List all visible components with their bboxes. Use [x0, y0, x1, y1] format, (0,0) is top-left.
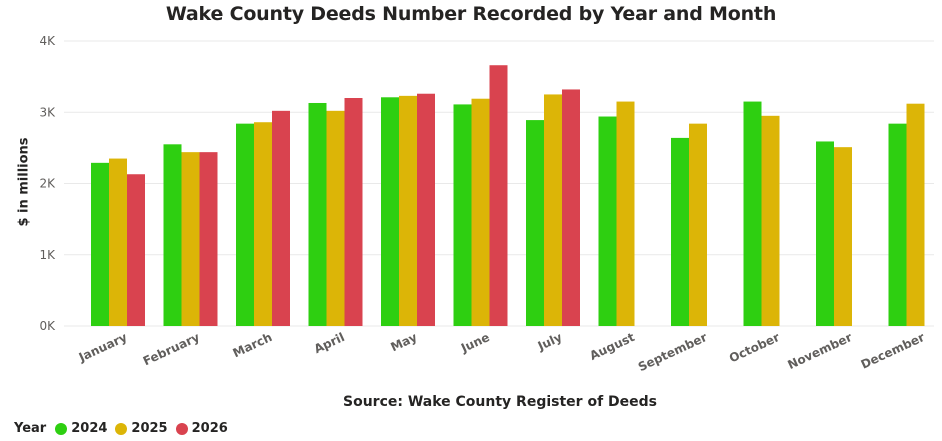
x-tick-label-june: June: [458, 330, 492, 356]
bar-2026-february[interactable]: [199, 152, 218, 326]
bar-2025-september[interactable]: [689, 123, 707, 327]
legend-label-2025: 2025: [131, 421, 168, 436]
bar-2026-january[interactable]: [127, 174, 145, 326]
bar-2026-march[interactable]: [272, 110, 290, 326]
y-tick-label-2: 2K: [39, 177, 56, 191]
bar-2024-july[interactable]: [526, 120, 544, 327]
x-tick-label-april: April: [312, 330, 347, 356]
y-tick-label-4: 4K: [39, 34, 56, 48]
x-tick-label-september: September: [636, 330, 709, 374]
x-tick-label-january: January: [76, 330, 130, 365]
legend-item-2025[interactable]: 2025: [115, 421, 168, 436]
bar-2024-october[interactable]: [743, 101, 762, 326]
bar-2025-june[interactable]: [471, 98, 490, 327]
bar-2026-june[interactable]: [489, 65, 508, 326]
y-axis-label: $ in millions: [16, 137, 32, 227]
bar-2024-may[interactable]: [381, 97, 399, 326]
legend-item-2026[interactable]: 2026: [175, 421, 228, 436]
bar-2024-august[interactable]: [598, 116, 617, 327]
bar-2024-september[interactable]: [671, 137, 689, 326]
bar-2026-april[interactable]: [344, 98, 363, 326]
bar-2024-january[interactable]: [91, 162, 109, 326]
bar-2025-january[interactable]: [109, 158, 127, 326]
bar-2024-june[interactable]: [453, 104, 472, 326]
legend-item-2024[interactable]: 2024: [55, 421, 107, 436]
y-tick-label-3: 3K: [39, 105, 56, 119]
bar-2025-december[interactable]: [906, 103, 925, 326]
x-tick-label-december: December: [859, 330, 927, 372]
bar-2025-may[interactable]: [399, 95, 417, 326]
bar-2024-february[interactable]: [163, 144, 182, 326]
bar-2025-october[interactable]: [761, 115, 780, 326]
bar-2025-july[interactable]: [544, 94, 562, 326]
legend-label-2026: 2026: [191, 421, 228, 436]
bar-2024-november[interactable]: [816, 141, 834, 326]
y-tick-label-0: 0K: [39, 319, 56, 333]
legend-swatch-2024: [55, 422, 68, 435]
x-tick-label-february: February: [141, 330, 202, 368]
bar-2024-march[interactable]: [236, 123, 254, 327]
x-tick-label-october: October: [727, 330, 782, 366]
y-axis-label-container: $ in millions: [8, 137, 40, 226]
x-tick-label-july: July: [535, 330, 565, 354]
bar-2024-december[interactable]: [888, 123, 907, 327]
chart-title: Wake County Deeds Number Recorded by Yea…: [165, 3, 777, 25]
legend: Year 2024 2025 2026: [14, 421, 236, 436]
bar-2025-november[interactable]: [834, 147, 852, 326]
bar-2025-february[interactable]: [181, 152, 200, 326]
y-tick-label-1: 1K: [39, 248, 56, 262]
bar-2025-april[interactable]: [326, 110, 345, 326]
legend-swatch-2025: [115, 422, 128, 435]
legend-title: Year: [14, 421, 47, 436]
x-tick-label-may: May: [388, 330, 419, 354]
bar-2026-may[interactable]: [417, 93, 435, 326]
legend-swatch-2026: [175, 422, 188, 435]
bar-2025-august[interactable]: [616, 101, 635, 326]
bar-2026-july[interactable]: [562, 89, 580, 326]
legend-label-2024: 2024: [71, 421, 108, 436]
bar-2025-march[interactable]: [254, 122, 272, 326]
x-tick-label-november: November: [785, 330, 854, 372]
x-tick-label-march: March: [231, 330, 275, 360]
bar-2024-april[interactable]: [308, 102, 327, 326]
x-axis-label: Source: Wake County Register of Deeds: [343, 394, 657, 410]
x-tick-label-august: August: [587, 330, 637, 363]
